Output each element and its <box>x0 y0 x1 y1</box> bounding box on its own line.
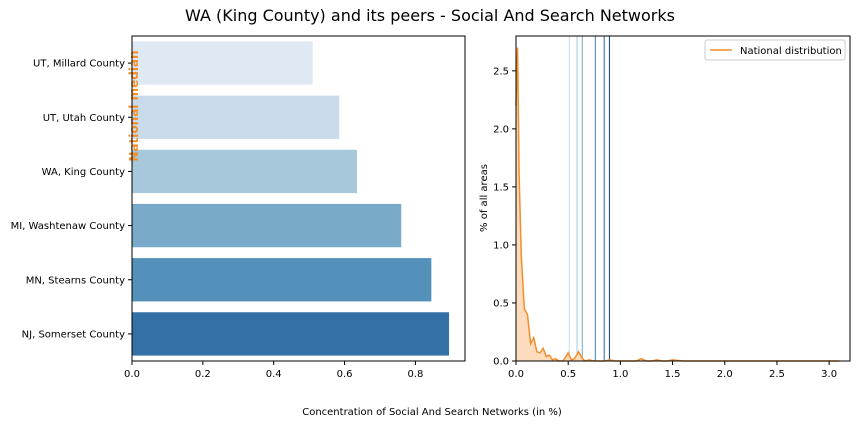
national-median-label: National median <box>127 50 141 161</box>
x-tick-label: 0.5 <box>560 369 576 380</box>
y-tick-label: NJ, Somerset County <box>22 329 125 340</box>
bar <box>132 203 402 248</box>
right-axes-frame <box>515 35 851 362</box>
x-tick-label: 0.0 <box>124 369 140 380</box>
x-tick-label: 2.5 <box>769 369 785 380</box>
bar <box>132 41 313 85</box>
x-tick-label: 0.0 <box>508 369 524 380</box>
x-tick-label: 0.8 <box>407 369 423 380</box>
x-tick-label: 0.6 <box>337 369 353 380</box>
y-tick-label: 2.5 <box>493 66 509 77</box>
bar <box>132 149 357 194</box>
bar <box>132 95 340 139</box>
x-tick-label: 3.0 <box>821 369 837 380</box>
x-tick-label: 0.4 <box>266 369 282 380</box>
bar <box>132 258 432 302</box>
y-tick-label: MN, Stearns County <box>26 275 125 286</box>
x-tick-label: 1.5 <box>665 369 681 380</box>
y-tick-label: UT, Millard County <box>33 59 125 70</box>
y-tick-label: 2.0 <box>493 124 509 135</box>
x-tick-label: 2.0 <box>717 369 733 380</box>
distribution-chart: 0.0 0.5 1.0 1.5 2.0 2.5 3.0 0.0 0.5 1.0 1.5 2.0 2.5… <box>479 35 851 380</box>
legend-box <box>704 39 846 61</box>
chart-title: WA (King County) and its peers - Social … <box>185 6 675 25</box>
y-tick-label: MI, Washtenaw County <box>11 221 125 232</box>
y-tick-label: 1.0 <box>493 240 509 251</box>
peer-bar-chart: UT, Millard County UT, Utah County WA, Kin… <box>11 35 466 380</box>
y-tick-label: WA, King County <box>42 167 125 178</box>
y-tick-label: 0.0 <box>493 357 509 368</box>
legend: National distribution <box>704 39 846 61</box>
legend-label: National distribution <box>740 46 842 57</box>
x-tick-label: 0.2 <box>195 369 211 380</box>
distribution-line <box>515 47 840 362</box>
x-axis-label: Concentration of Social And Search Netwo… <box>302 407 562 418</box>
bar <box>132 312 450 356</box>
y-tick-label: 0.5 <box>493 298 509 309</box>
y-tick-label: 1.5 <box>493 182 509 193</box>
distribution-fill <box>516 47 840 362</box>
y-axis-label: % of all areas <box>479 164 490 232</box>
x-tick-label: 1.0 <box>612 369 628 380</box>
left-axes-frame <box>131 35 466 362</box>
y-tick-label: UT, Utah County <box>43 113 125 124</box>
